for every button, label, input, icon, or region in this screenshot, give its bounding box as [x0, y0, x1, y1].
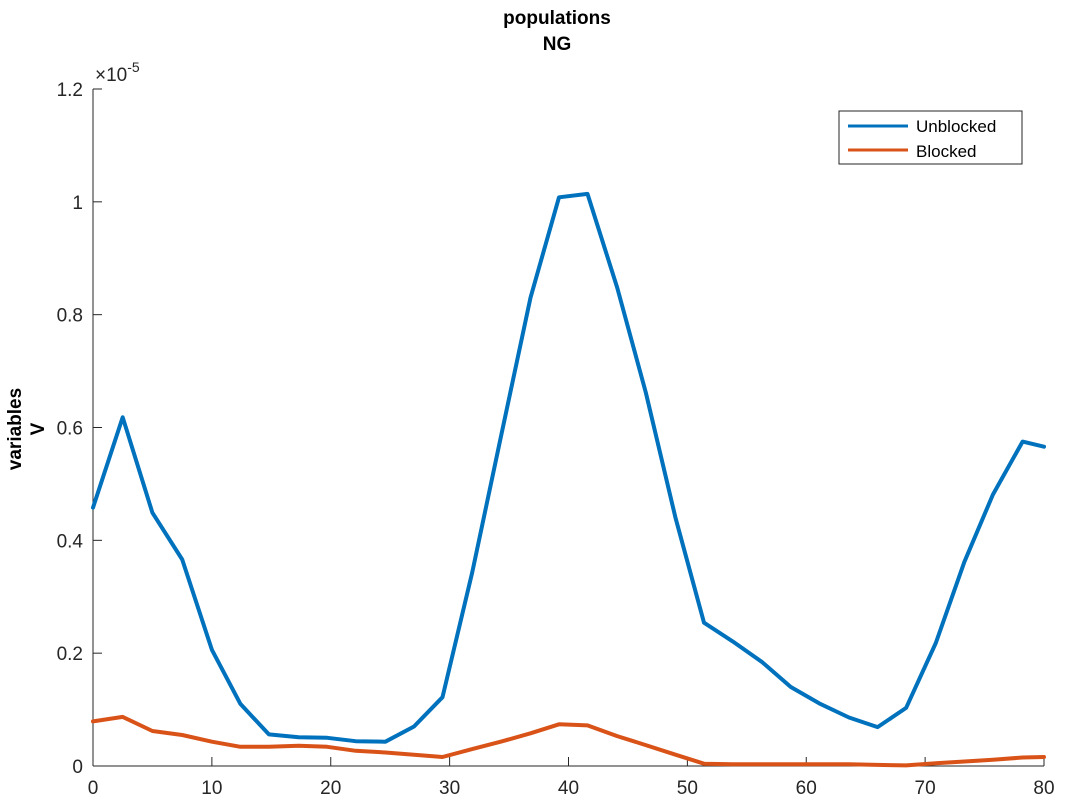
- y-tick-label: 0: [72, 757, 83, 778]
- series-line-blocked: [91, 714, 1046, 768]
- y-tick-label: 1.2: [57, 80, 83, 101]
- x-tick-label: 20: [320, 778, 341, 799]
- chart-title-line-1: populations: [503, 8, 611, 29]
- x-tick-label: 60: [796, 778, 817, 799]
- x-tick-label: 0: [88, 778, 99, 799]
- y-axis-multiplier-exponent: -5: [127, 59, 140, 75]
- legend-label-blocked: Blocked: [916, 142, 976, 161]
- y-tick-label: 0.8: [57, 306, 83, 327]
- x-tick-label: 30: [439, 778, 460, 799]
- axes: [92, 89, 1044, 767]
- x-tick-label: 10: [201, 778, 222, 799]
- y-tick-label: 0.2: [57, 644, 83, 665]
- y-tick-label: 1: [72, 193, 83, 214]
- y-axis-label-line-2: V: [28, 422, 49, 435]
- y-axis-multiplier-base: ×10: [95, 65, 127, 86]
- legend-label-unblocked: Unblocked: [916, 117, 996, 136]
- legend: Unblocked Blocked: [838, 110, 1023, 165]
- ticks: 0 10 20 30 40 50 60 70 80 0 0.2 0.4 0.6 0.8 1 1.2: [57, 80, 1055, 799]
- y-tick-label: 0.4: [57, 531, 84, 552]
- x-tick-label: 70: [915, 778, 936, 799]
- x-tick-label: 50: [677, 778, 698, 799]
- series-layer: [91, 191, 1046, 768]
- legend-box: [838, 110, 1023, 165]
- x-tick-label: 40: [558, 778, 579, 799]
- y-axis-label-line-1: variables: [5, 388, 26, 470]
- series-line-unblocked: [91, 191, 1046, 744]
- chart-title-line-2: NG: [543, 34, 572, 55]
- x-tick-label: 80: [1033, 778, 1054, 799]
- y-tick-label: 0.6: [57, 419, 83, 440]
- y-axis-multiplier: ×10-5: [95, 59, 140, 86]
